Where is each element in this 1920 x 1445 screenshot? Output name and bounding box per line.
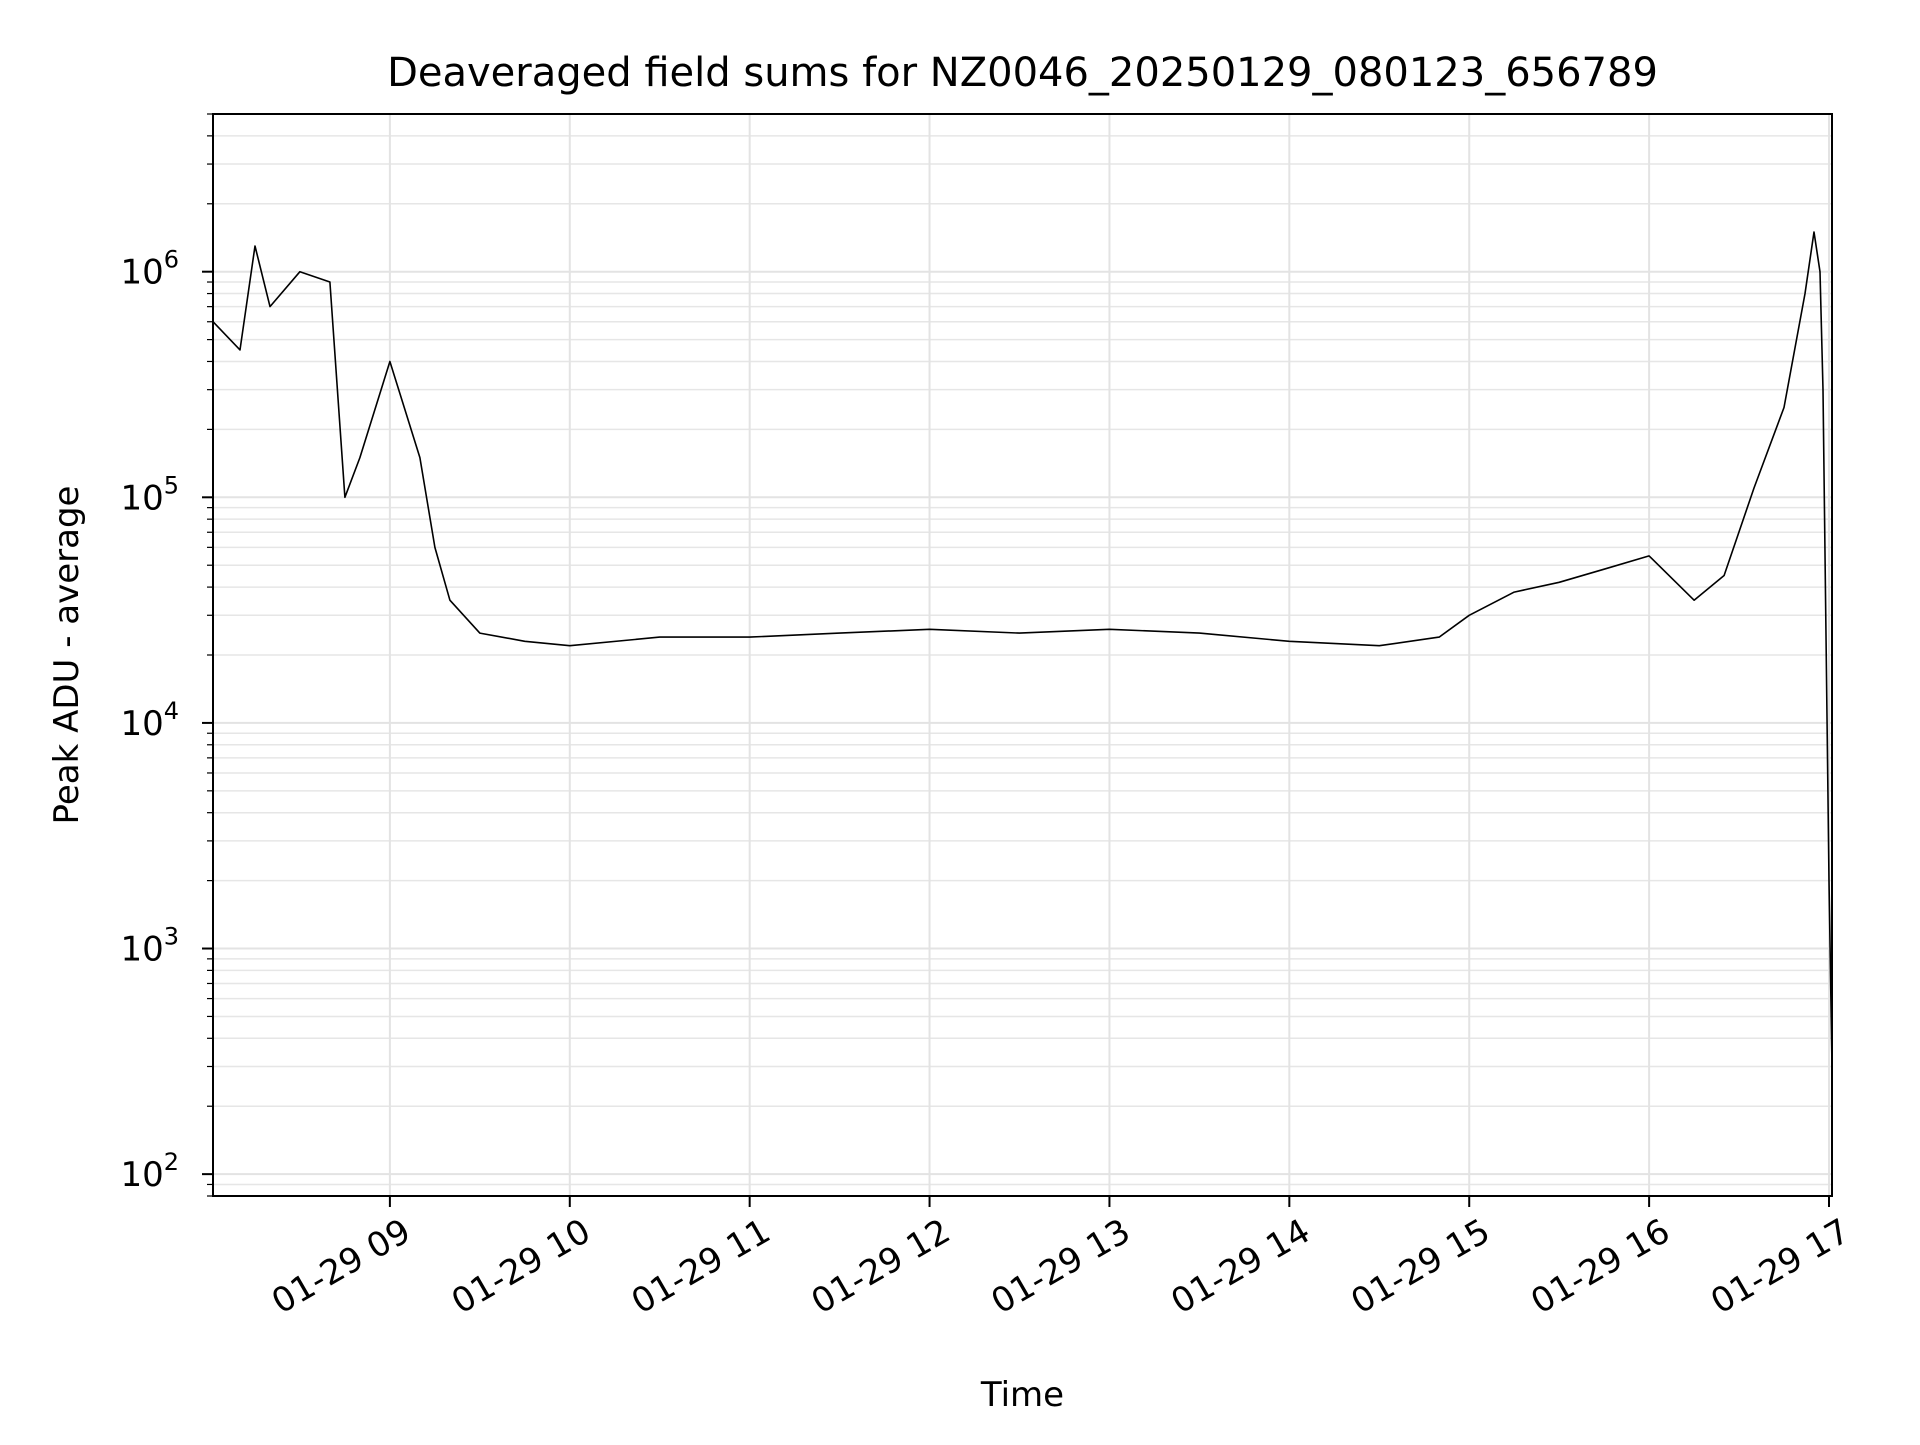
y-tick-exponent: 5 [164, 471, 179, 499]
y-tick-base: 10 [120, 253, 163, 293]
y-tick-exponent: 4 [164, 697, 179, 725]
y-tick-label: 104 [120, 697, 179, 744]
x-axis-label: Time [980, 1375, 1064, 1415]
y-tick-label: 102 [120, 1148, 179, 1195]
y-tick-label: 106 [120, 246, 179, 293]
series-line [212, 231, 1833, 1067]
line-layer [212, 231, 1833, 1067]
y-tick-label: 103 [120, 923, 179, 970]
y-tick-base: 10 [120, 930, 163, 970]
y-tick-exponent: 3 [164, 923, 179, 951]
y-tick-base: 10 [120, 704, 163, 744]
chart-title: Deaveraged field sums for NZ0046_2025012… [387, 50, 1658, 96]
y-tick-exponent: 2 [164, 1148, 179, 1176]
y-tick-exponent: 6 [164, 246, 179, 274]
y-axis-label: Peak ADU - average [47, 486, 87, 825]
y-tick-base: 10 [120, 478, 163, 518]
y-tick-label: 105 [120, 471, 179, 518]
y-tick-base: 10 [120, 1155, 163, 1195]
